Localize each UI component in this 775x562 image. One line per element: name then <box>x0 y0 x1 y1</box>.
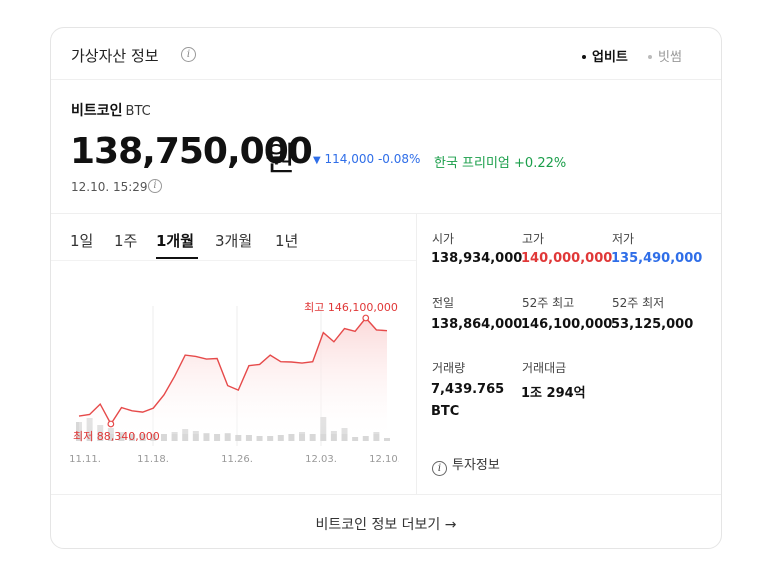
min-label: 최저 88,340,000 <box>73 430 160 443</box>
w52-high-label: 52주 최고 <box>522 296 575 310</box>
volume-bar <box>107 428 114 441</box>
x-tick-label: 11.11. <box>69 454 101 465</box>
source-bithumb-tab[interactable]: 빗썸 <box>648 46 682 65</box>
timestamp-text: 12.10. 15:29 <box>71 180 148 194</box>
volume-bar <box>352 437 359 441</box>
prev-label: 전일 <box>432 296 455 310</box>
volume-bar <box>330 431 337 441</box>
w52-low-label: 52주 최저 <box>612 296 665 310</box>
price-chart[interactable]: 최고 146,100,000 최저 88,340,000 11.11. 11.1… <box>67 276 399 466</box>
volume-bar <box>118 432 125 441</box>
min-marker <box>107 420 115 428</box>
trade-amount-label: 거래대금 <box>522 361 567 375</box>
active-tab-indicator <box>156 257 198 259</box>
volume-bar <box>160 434 167 441</box>
volume-bar <box>341 428 348 441</box>
volume-bar <box>192 431 199 441</box>
volume-bar <box>171 432 178 441</box>
active-dot-icon <box>582 54 586 59</box>
x-tick-label: 12.10. <box>369 454 399 465</box>
volume-bar <box>245 435 252 441</box>
coin-name: 비트코인 BTC <box>71 100 151 120</box>
volume-bar <box>384 438 390 441</box>
current-price: 138,750,000 <box>70 131 313 172</box>
volume-bar <box>362 436 369 441</box>
volume-bar <box>150 434 157 441</box>
crypto-info-card: 가상자산 정보 i 업비트 빗썸 비트코인 BTC 138,750,000 원 ▼… <box>50 27 722 549</box>
korea-premium: 한국 프리미엄 +0.22% <box>434 156 567 171</box>
open-label: 시가 <box>432 232 455 246</box>
volume-bar <box>277 435 284 441</box>
vertical-divider <box>416 213 417 494</box>
volume-bar <box>129 434 136 441</box>
volume-unit: BTC <box>431 404 460 419</box>
tab-1d[interactable]: 1일 <box>70 232 94 250</box>
volume-bar <box>309 434 316 441</box>
w52-high-value: 146,100,000 <box>521 317 613 332</box>
source-bithumb-label: 빗썸 <box>658 50 682 65</box>
low-value: 135,490,000 <box>611 251 703 266</box>
x-tick-label: 12.03. <box>305 454 337 465</box>
price-unit: 원 <box>265 139 296 178</box>
coin-name-text: 비트코인 <box>71 103 123 119</box>
low-label: 저가 <box>612 232 635 246</box>
volume-value: 7,439.765 <box>431 382 505 397</box>
w52-low-value: 53,125,000 <box>611 317 694 332</box>
volume-bar <box>214 434 221 441</box>
max-marker <box>362 314 370 322</box>
down-arrow-icon: ▼ <box>313 155 321 166</box>
tab-1w[interactable]: 1주 <box>114 232 138 250</box>
source-upbit-tab[interactable]: 업비트 <box>582 46 628 65</box>
volume-label: 거래량 <box>432 361 466 375</box>
card-header: 가상자산 정보 i 업비트 빗썸 <box>51 28 721 80</box>
info-icon[interactable]: i <box>181 47 196 62</box>
tab-3m[interactable]: 3개월 <box>215 232 253 250</box>
volume-bar <box>288 434 295 441</box>
volume-bar <box>373 432 380 441</box>
card-footer: 비트코인 정보 더보기 → <box>51 494 721 548</box>
x-axis-ticks: 11.11. 11.18. 11.26. 12.03. 12.10. <box>69 454 399 465</box>
volume-bar <box>139 434 146 441</box>
prev-value: 138,864,000 <box>431 317 523 332</box>
volume-bar <box>267 436 274 441</box>
price-change-value: 114,000 -0.08% <box>324 152 421 166</box>
trade-amount-value: 1조 294억 <box>521 386 586 401</box>
high-value: 140,000,000 <box>521 251 613 266</box>
card-title: 가상자산 정보 <box>71 47 159 65</box>
price-change: ▼ 114,000 -0.08% <box>313 152 420 166</box>
open-value: 138,934,000 <box>431 251 523 266</box>
more-info-link[interactable]: 비트코인 정보 더보기 → <box>51 514 721 534</box>
tab-1m[interactable]: 1개월 <box>156 232 195 250</box>
more-info-label: 비트코인 정보 더보기 <box>315 517 441 533</box>
volume-bar <box>203 433 210 441</box>
invest-info-label: 투자정보 <box>452 458 500 473</box>
volume-bar <box>256 436 263 441</box>
price-area <box>79 318 387 434</box>
arrow-right-icon: → <box>444 517 457 533</box>
volume-bar <box>182 429 189 441</box>
tab-1y[interactable]: 1년 <box>275 232 299 250</box>
price-line <box>78 316 388 426</box>
volume-bar <box>235 435 242 441</box>
tabs-divider <box>51 260 416 261</box>
volume-bar <box>299 432 306 441</box>
x-tick-label: 11.18. <box>137 454 169 465</box>
inactive-dot-icon <box>648 54 652 59</box>
source-upbit-label: 업비트 <box>592 50 628 65</box>
timestamp: 12.10. 15:29 <box>71 180 148 194</box>
info-circle-icon: i <box>432 461 447 476</box>
invest-info-link[interactable]: i 투자정보 <box>432 454 500 476</box>
timestamp-info-icon[interactable]: i <box>148 179 162 193</box>
high-label: 고가 <box>522 232 545 246</box>
volume-bar <box>224 433 231 441</box>
divider <box>51 213 721 214</box>
coin-symbol: BTC <box>125 104 151 119</box>
max-label: 최고 146,100,000 <box>304 301 398 314</box>
x-tick-label: 11.26. <box>221 454 253 465</box>
